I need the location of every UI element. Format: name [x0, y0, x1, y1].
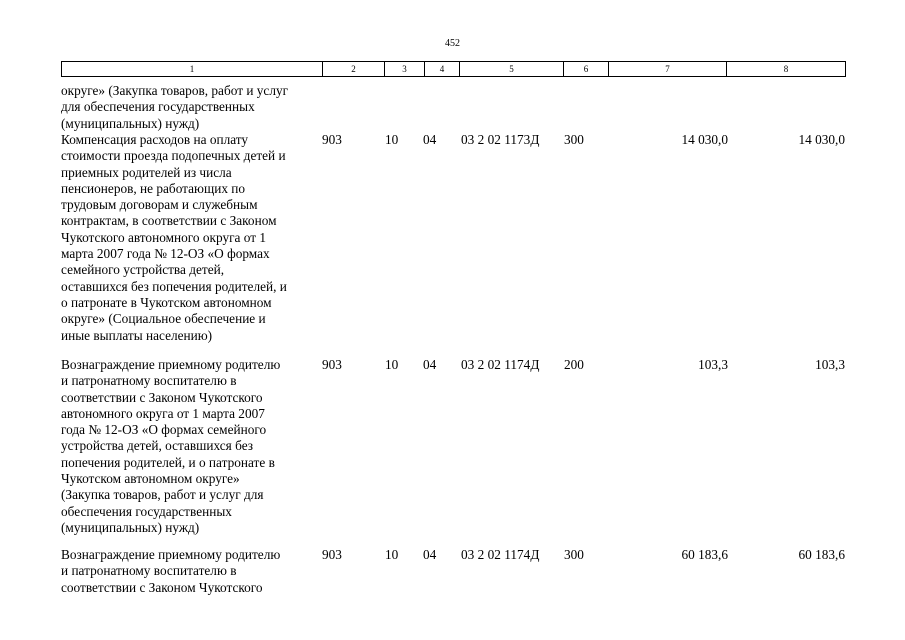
cell-ministry-code: 903 — [322, 132, 342, 147]
description-line: о патронате в Чукотском автономном — [61, 294, 272, 310]
description-line: Вознаграждение приемному родителю — [61, 547, 281, 562]
description-line: Чукотского автономного округа от 1 — [61, 229, 267, 245]
description-line: Чукотском автономном округе» — [61, 471, 240, 487]
description-line: приемных родителей из числа — [61, 164, 232, 180]
description-line: стоимости проезда подопечных детей и — [61, 148, 286, 164]
description-line: (Закупка товаров, работ и услуг для — [61, 487, 264, 503]
description-line: семейного устройства детей, — [61, 262, 225, 278]
cell-amount-8: 14 030,0 — [798, 132, 845, 147]
cell-section: 10 — [385, 132, 399, 147]
cell-expense-type: 300 — [564, 132, 584, 147]
description-line: и патронатному воспитателю в — [61, 373, 237, 389]
row-description: округе» (Закупка товаров, работ и услуг … — [61, 83, 326, 132]
cell-section: 10 — [385, 357, 399, 372]
description-line: для обеспечения государственных — [61, 99, 255, 115]
cell-amount-8: 103,3 — [815, 357, 845, 372]
cell-expense-type: 200 — [564, 357, 584, 372]
row-description: Компенсация расходов на оплату стоимости… — [61, 132, 326, 344]
cell-ministry-code: 903 — [322, 547, 342, 562]
description-line: соответствии с Законом Чукотского — [61, 389, 263, 405]
description-line: года № 12-ОЗ «О формах семейного — [61, 422, 267, 438]
description-line: пенсионеров, не работающих по — [61, 180, 246, 196]
description-line: Компенсация расходов на оплату — [61, 132, 249, 147]
description-line: соответствии с Законом Чукотского — [61, 579, 263, 595]
cell-amount-7: 103,3 — [698, 357, 728, 372]
row-description: Вознаграждение приемному родителю и патр… — [61, 357, 326, 536]
cell-subsection: 04 — [423, 132, 437, 147]
table-header: 1 2 3 4 5 6 7 8 — [61, 61, 846, 77]
cell-amount-8: 60 183,6 — [798, 547, 845, 562]
header-col-7: 7 — [608, 61, 727, 77]
cell-target-article: 03 2 02 1173Д — [461, 132, 540, 147]
header-col-6: 6 — [563, 61, 609, 77]
cell-target-article: 03 2 02 1174Д — [461, 547, 540, 562]
description-line: автономного округа от 1 марта 2007 — [61, 405, 265, 421]
row-description: Вознаграждение приемному родителю и патр… — [61, 547, 326, 596]
header-col-4: 4 — [424, 61, 460, 77]
description-line: попечения родителей, и о патронате в — [61, 454, 275, 470]
description-line: контрактам, в соответствии с Законом — [61, 213, 277, 229]
description-line: трудовым договорам и служебным — [61, 197, 258, 213]
description-line: и патронатному воспитателю в — [61, 563, 237, 579]
cell-subsection: 04 — [423, 547, 437, 562]
cell-amount-7: 60 183,6 — [681, 547, 728, 562]
description-line: округе» (Социальное обеспечение и — [61, 311, 266, 327]
header-col-2: 2 — [322, 61, 385, 77]
description-line: (муниципальных) нужд) — [61, 115, 200, 131]
description-line: устройства детей, оставшихся без — [61, 438, 254, 454]
header-col-1: 1 — [61, 61, 323, 77]
header-col-5: 5 — [459, 61, 564, 77]
description-line: оставшихся без попечения родителей, и — [61, 278, 287, 294]
cell-section: 10 — [385, 547, 399, 562]
description-line: обеспечения государственных — [61, 503, 232, 519]
description-line: иные выплаты населению) — [61, 327, 213, 343]
cell-subsection: 04 — [423, 357, 437, 372]
header-col-3: 3 — [384, 61, 425, 77]
page-number: 452 — [445, 38, 460, 49]
cell-target-article: 03 2 02 1174Д — [461, 357, 540, 372]
description-line: Вознаграждение приемному родителю — [61, 357, 281, 372]
description-line: марта 2007 года № 12-ОЗ «О формах — [61, 246, 270, 262]
description-line: округе» (Закупка товаров, работ и услуг — [61, 83, 289, 98]
cell-amount-7: 14 030,0 — [681, 132, 728, 147]
header-col-8: 8 — [726, 61, 846, 77]
cell-expense-type: 300 — [564, 547, 584, 562]
description-line: (муниципальных) нужд) — [61, 519, 200, 535]
cell-ministry-code: 903 — [322, 357, 342, 372]
